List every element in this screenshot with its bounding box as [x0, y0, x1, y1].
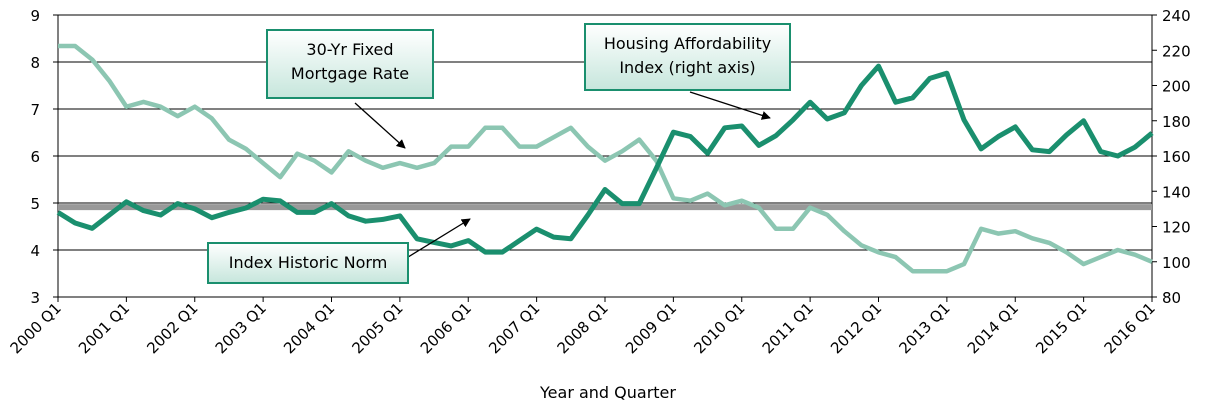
x-tick-label: 2008 Q1 — [554, 299, 612, 357]
y-tick-label: 6 — [30, 148, 40, 166]
x-tick-label: 2007 Q1 — [485, 299, 543, 357]
y2-tick-label: 200 — [1162, 78, 1191, 96]
x-tick-label: 2011 Q1 — [759, 299, 817, 357]
series-line — [58, 43, 1153, 274]
annotation-box — [266, 29, 434, 99]
annotation-text: Mortgage Rate — [291, 64, 409, 83]
x-tick-label: 2005 Q1 — [349, 299, 407, 357]
x-tick-label: 2016 Q1 — [1101, 299, 1159, 357]
series-line — [56, 63, 1154, 255]
y-tick-label: 4 — [30, 242, 40, 260]
y2-tick-label: 220 — [1162, 42, 1191, 60]
y2-tick-label: 100 — [1162, 254, 1191, 272]
x-tick-label: 2012 Q1 — [827, 299, 885, 357]
annotation-arrow — [399, 218, 471, 263]
y-tick-label: 3 — [30, 289, 40, 307]
y-tick-label: 8 — [30, 54, 40, 72]
annotation-box — [207, 242, 409, 284]
y-tick-label: 9 — [30, 7, 40, 25]
x-tick-label: 2006 Q1 — [417, 299, 475, 357]
y2-tick-label: 180 — [1162, 113, 1191, 131]
x-tick-label: 2000 Q1 — [7, 299, 65, 357]
x-tick-label: 2003 Q1 — [212, 299, 270, 357]
annotation-text: 30-Yr Fixed — [306, 40, 393, 59]
x-tick-label: 2015 Q1 — [1032, 299, 1090, 357]
x-tick-label: 2014 Q1 — [964, 299, 1022, 357]
y2-tick-label: 140 — [1162, 183, 1191, 201]
annotation-text: Index (right axis) — [619, 58, 755, 77]
annotation-text: Housing Affordability — [604, 34, 771, 53]
x-tick-label: 2009 Q1 — [622, 299, 680, 357]
y2-tick-label: 80 — [1162, 289, 1181, 307]
x-tick-label: 2001 Q1 — [75, 299, 133, 357]
annotation-text: Index Historic Norm — [229, 253, 388, 272]
y-tick-label: 7 — [30, 101, 40, 119]
annotation-arrow — [354, 102, 406, 149]
x-tick-label: 2004 Q1 — [280, 299, 338, 357]
x-tick-label: 2002 Q1 — [143, 299, 201, 357]
x-tick-label: 2010 Q1 — [690, 299, 748, 357]
y-tick-label: 5 — [30, 195, 40, 213]
y2-tick-label: 160 — [1162, 148, 1191, 166]
x-tick-label: 2013 Q1 — [896, 299, 954, 357]
y2-tick-label: 120 — [1162, 219, 1191, 237]
annotation-box — [584, 23, 791, 91]
x-axis-title: Year and Quarter — [539, 383, 676, 402]
y2-tick-label: 240 — [1162, 7, 1191, 25]
annotation-arrow — [689, 91, 771, 120]
